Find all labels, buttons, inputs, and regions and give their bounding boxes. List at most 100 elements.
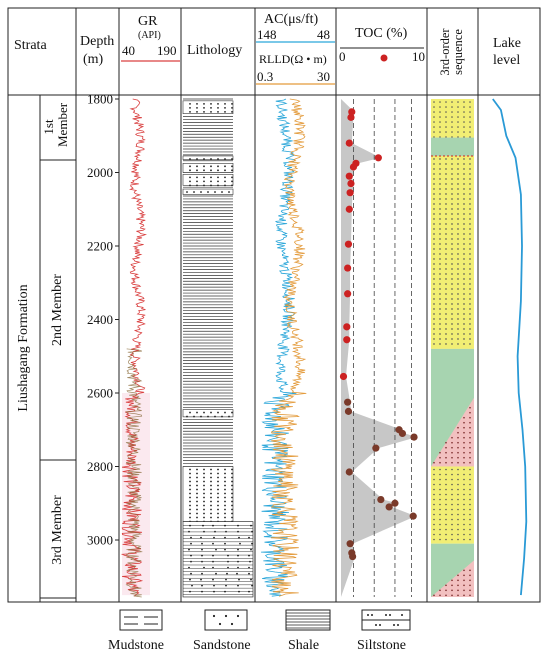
sequence-dot <box>433 111 435 113</box>
sequence-dot <box>439 223 441 225</box>
sequence-dot <box>457 478 459 481</box>
lithology-dot <box>201 554 203 557</box>
sequence-dot <box>445 116 447 118</box>
lithology-dot <box>196 492 198 495</box>
sequence-dot <box>463 328 465 330</box>
lithology-dot <box>203 110 205 113</box>
sequence-dot <box>451 173 453 175</box>
lithology-dot <box>210 496 212 499</box>
lithology-dot <box>196 110 198 113</box>
sequence-dot <box>445 121 447 123</box>
sequence-dot <box>445 303 447 305</box>
sequence-dot <box>463 228 465 230</box>
sequence-dot <box>433 188 435 190</box>
sequence-dot <box>463 318 465 320</box>
sequence-dot <box>445 238 447 240</box>
header-toc: TOC (%) <box>355 26 408 41</box>
toc-data-point <box>344 240 353 248</box>
sequence-dot <box>451 158 453 160</box>
lithology-dot <box>210 106 212 109</box>
lithology-dot <box>237 566 239 569</box>
sequence-dot <box>451 518 453 521</box>
header-lake-level-2: level <box>493 53 521 68</box>
sequence-dot <box>463 493 465 496</box>
legend-swatch-siltstone <box>361 609 411 631</box>
sequence-dot <box>457 431 459 434</box>
sequence-dot <box>457 589 459 592</box>
sequence-dot <box>463 589 465 592</box>
lithology-dot <box>248 554 250 557</box>
sequence-dot <box>463 293 465 295</box>
lithology-dot <box>196 516 198 519</box>
lithology-sandstone-unit <box>182 521 254 598</box>
sequence-dot <box>463 116 465 118</box>
sequence-dot <box>439 298 441 300</box>
lithology-dot <box>231 180 233 183</box>
sequence-dot <box>433 183 435 185</box>
sequence-dot <box>439 273 441 275</box>
sequence-dot <box>469 313 471 315</box>
sequence-dot <box>433 238 435 240</box>
lithology-dot <box>203 158 205 160</box>
lithology-dot <box>200 578 202 581</box>
sequence-dot <box>469 416 471 419</box>
formation-label: Liushagang Formation <box>16 284 31 412</box>
sequence-dot <box>445 203 447 205</box>
lithology-dot <box>237 548 239 551</box>
sequence-dot <box>433 318 435 320</box>
lithology-dot <box>203 566 205 569</box>
sequence-dot <box>469 136 471 138</box>
lithology-dot <box>237 554 239 557</box>
sequence-dot <box>463 203 465 205</box>
lithology-dot <box>217 468 219 471</box>
sequence-dot <box>469 441 471 444</box>
sequence-dot <box>451 589 453 592</box>
sequence-dot <box>469 106 471 108</box>
lithology-dot <box>203 500 205 503</box>
sequence-dot <box>445 208 447 210</box>
lithology-dot <box>237 524 239 527</box>
sequence-dot <box>463 333 465 335</box>
sequence-dot <box>433 228 435 230</box>
toc-data-point <box>345 172 353 180</box>
sequence-dot <box>445 198 447 200</box>
sequence-dot <box>469 478 471 481</box>
sequence-dot <box>433 198 435 200</box>
sequence-dot <box>451 198 453 200</box>
sequence-dot <box>469 503 471 506</box>
sequence-dot <box>457 446 459 449</box>
sequence-dot <box>463 313 465 315</box>
sequence-dot <box>433 203 435 205</box>
sequence-dot <box>445 273 447 275</box>
sequence-dot <box>469 126 471 128</box>
lithology-dot <box>201 572 203 575</box>
sequence-dot <box>463 338 465 340</box>
lithology-dot <box>217 476 219 479</box>
lithology-dot <box>224 169 226 172</box>
lithology-dot <box>190 560 192 563</box>
sequence-dot <box>469 308 471 310</box>
sequence-dot <box>457 483 459 486</box>
sequence-dot <box>439 456 441 459</box>
lithology-dot <box>196 184 198 187</box>
sequence-dot <box>469 183 471 185</box>
toc-track <box>339 99 418 597</box>
lithology-dot <box>217 512 219 515</box>
lithology-dot <box>196 476 198 479</box>
sequence-dot <box>469 333 471 335</box>
sequence-dot <box>439 263 441 265</box>
sequence-dot <box>457 318 459 320</box>
lithology-dot <box>231 468 233 471</box>
sequence-dot <box>439 243 441 245</box>
sequence-dot <box>463 533 465 536</box>
lithology-dot <box>224 542 226 545</box>
sequence-dot <box>463 574 465 577</box>
toc-data-point <box>391 499 399 507</box>
sequence-dot <box>451 183 453 185</box>
lithology-dot <box>227 566 229 569</box>
sequence-dot <box>463 253 465 255</box>
sequence-dot <box>469 468 471 471</box>
sequence-dot <box>463 343 465 345</box>
header-toc-max: 10 <box>412 49 425 64</box>
sequence-dot <box>469 523 471 526</box>
